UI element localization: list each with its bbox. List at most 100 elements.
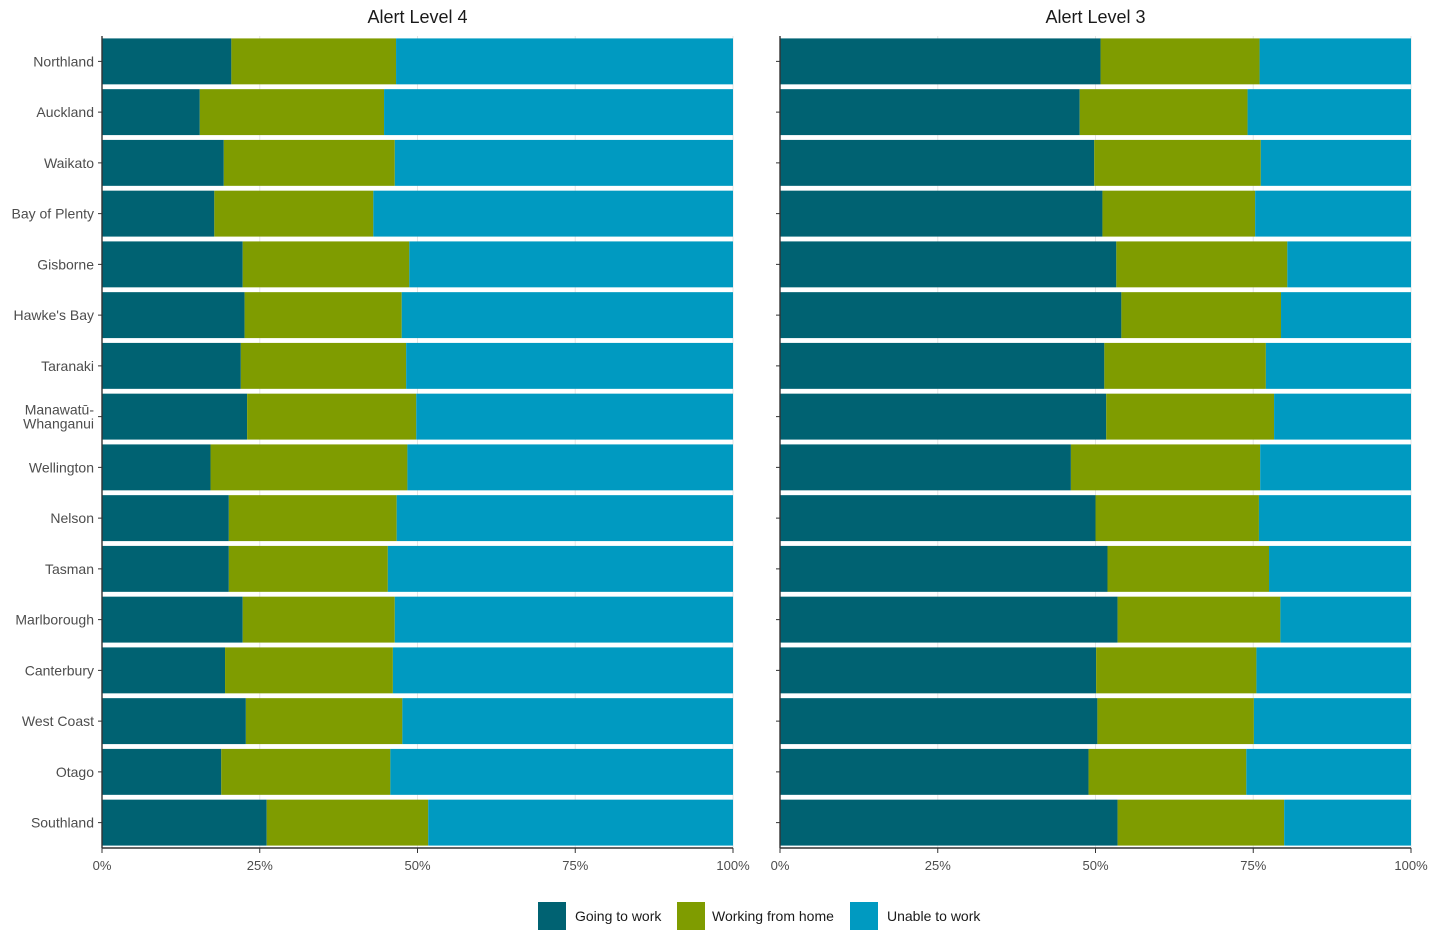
category-label-line: Auckland — [36, 104, 94, 120]
category-label: Gisborne — [37, 256, 94, 272]
bar-segment — [102, 393, 248, 440]
bar-segment — [210, 444, 408, 491]
bar-segment — [102, 596, 243, 643]
bar-segment — [102, 190, 215, 237]
bar-segment — [1265, 342, 1411, 389]
panel-title: Alert Level 3 — [1045, 7, 1145, 27]
bar-segment — [102, 292, 245, 339]
bar-segment — [780, 444, 1071, 491]
legend-swatch — [850, 902, 878, 930]
bar-segment — [102, 342, 241, 389]
legend-swatch — [538, 902, 566, 930]
bar-segment — [780, 748, 1089, 795]
bar-segment — [1116, 241, 1288, 288]
category-label-line: Gisborne — [37, 256, 94, 272]
x-tick-label: 0% — [93, 858, 112, 873]
bar-segment — [416, 393, 733, 440]
category-label-line: Tasman — [45, 561, 94, 577]
bar-segment — [245, 698, 403, 745]
bar-segment — [1070, 444, 1261, 491]
bar-segment — [407, 444, 733, 491]
bar-segment — [1088, 748, 1247, 795]
category-label-line: West Coast — [22, 713, 94, 729]
bar-segment — [394, 139, 733, 186]
bar-segment — [1258, 495, 1411, 542]
bar-segment — [102, 444, 211, 491]
category-label-line: Wellington — [29, 459, 94, 475]
bar-segment — [1269, 545, 1411, 592]
category-label: Otago — [56, 764, 94, 780]
bar-segment — [780, 241, 1117, 288]
bar-segment — [1260, 139, 1411, 186]
x-tick-label: 100% — [716, 858, 750, 873]
category-label-line: Waikato — [44, 155, 94, 171]
bar-segment — [102, 748, 222, 795]
bar-segment — [221, 748, 391, 795]
bar-segment — [1117, 596, 1281, 643]
bar-segment — [242, 596, 395, 643]
category-label-line: Otago — [56, 764, 94, 780]
bar-segment — [266, 799, 429, 846]
bar-segment — [392, 647, 733, 694]
category-label: Marlborough — [15, 612, 94, 628]
category-label: Manawatū-Whanganui — [23, 402, 94, 432]
x-tick-label: 100% — [1394, 858, 1428, 873]
category-label: Southland — [31, 815, 94, 831]
category-label: Northland — [33, 53, 94, 69]
category-label-line: Whanganui — [23, 416, 94, 432]
legend-swatch — [677, 902, 705, 930]
bar-segment — [390, 748, 733, 795]
bar-segment — [1287, 241, 1411, 288]
bar-segment — [244, 292, 402, 339]
category-label-line: Bay of Plenty — [12, 206, 95, 222]
bar-segment — [1121, 292, 1282, 339]
bar-segment — [102, 495, 229, 542]
category-label-line: Northland — [33, 53, 94, 69]
x-tick-label: 25% — [925, 858, 951, 873]
bar-segment — [228, 545, 388, 592]
bar-segment — [1106, 393, 1275, 440]
bar-segment — [780, 799, 1118, 846]
category-label: Wellington — [29, 459, 94, 475]
bar-segment — [223, 139, 395, 186]
bar-segment — [102, 799, 267, 846]
x-tick-label: 50% — [404, 858, 430, 873]
bar-segment — [780, 89, 1080, 136]
panel-title: Alert Level 4 — [367, 7, 467, 27]
bar-segment — [1100, 38, 1260, 85]
category-label-line: Manawatū- — [25, 402, 95, 418]
bar-segment — [394, 596, 733, 643]
bar-segment — [1253, 698, 1411, 745]
category-label: Auckland — [36, 104, 94, 120]
bar-segment — [1281, 292, 1411, 339]
bar-segment — [102, 38, 232, 85]
category-label: Nelson — [50, 510, 94, 526]
bar-segment — [402, 698, 733, 745]
bar-segment — [428, 799, 733, 846]
bar-segment — [406, 342, 733, 389]
bar-segment — [1255, 190, 1411, 237]
bar-segment — [199, 89, 385, 136]
bar-segment — [1104, 342, 1266, 389]
bar-segment — [1096, 647, 1257, 694]
category-label: Tasman — [45, 561, 94, 577]
bar-segment — [1246, 748, 1411, 795]
bar-segment — [102, 647, 226, 694]
x-tick-label: 25% — [247, 858, 273, 873]
bar-segment — [1097, 698, 1254, 745]
bar-segment — [1117, 799, 1285, 846]
bar-segment — [396, 495, 733, 542]
bar-segment — [1280, 596, 1411, 643]
bar-segment — [214, 190, 374, 237]
bar-segment — [1102, 190, 1256, 237]
bar-segment — [102, 545, 229, 592]
category-label: Hawke's Bay — [14, 307, 94, 323]
x-tick-label: 75% — [1240, 858, 1266, 873]
bar-segment — [780, 38, 1101, 85]
bar-segment — [231, 38, 397, 85]
bar-segment — [780, 698, 1098, 745]
bar-segment — [1247, 89, 1411, 136]
bar-segment — [1094, 139, 1261, 186]
category-label-line: Nelson — [50, 510, 94, 526]
